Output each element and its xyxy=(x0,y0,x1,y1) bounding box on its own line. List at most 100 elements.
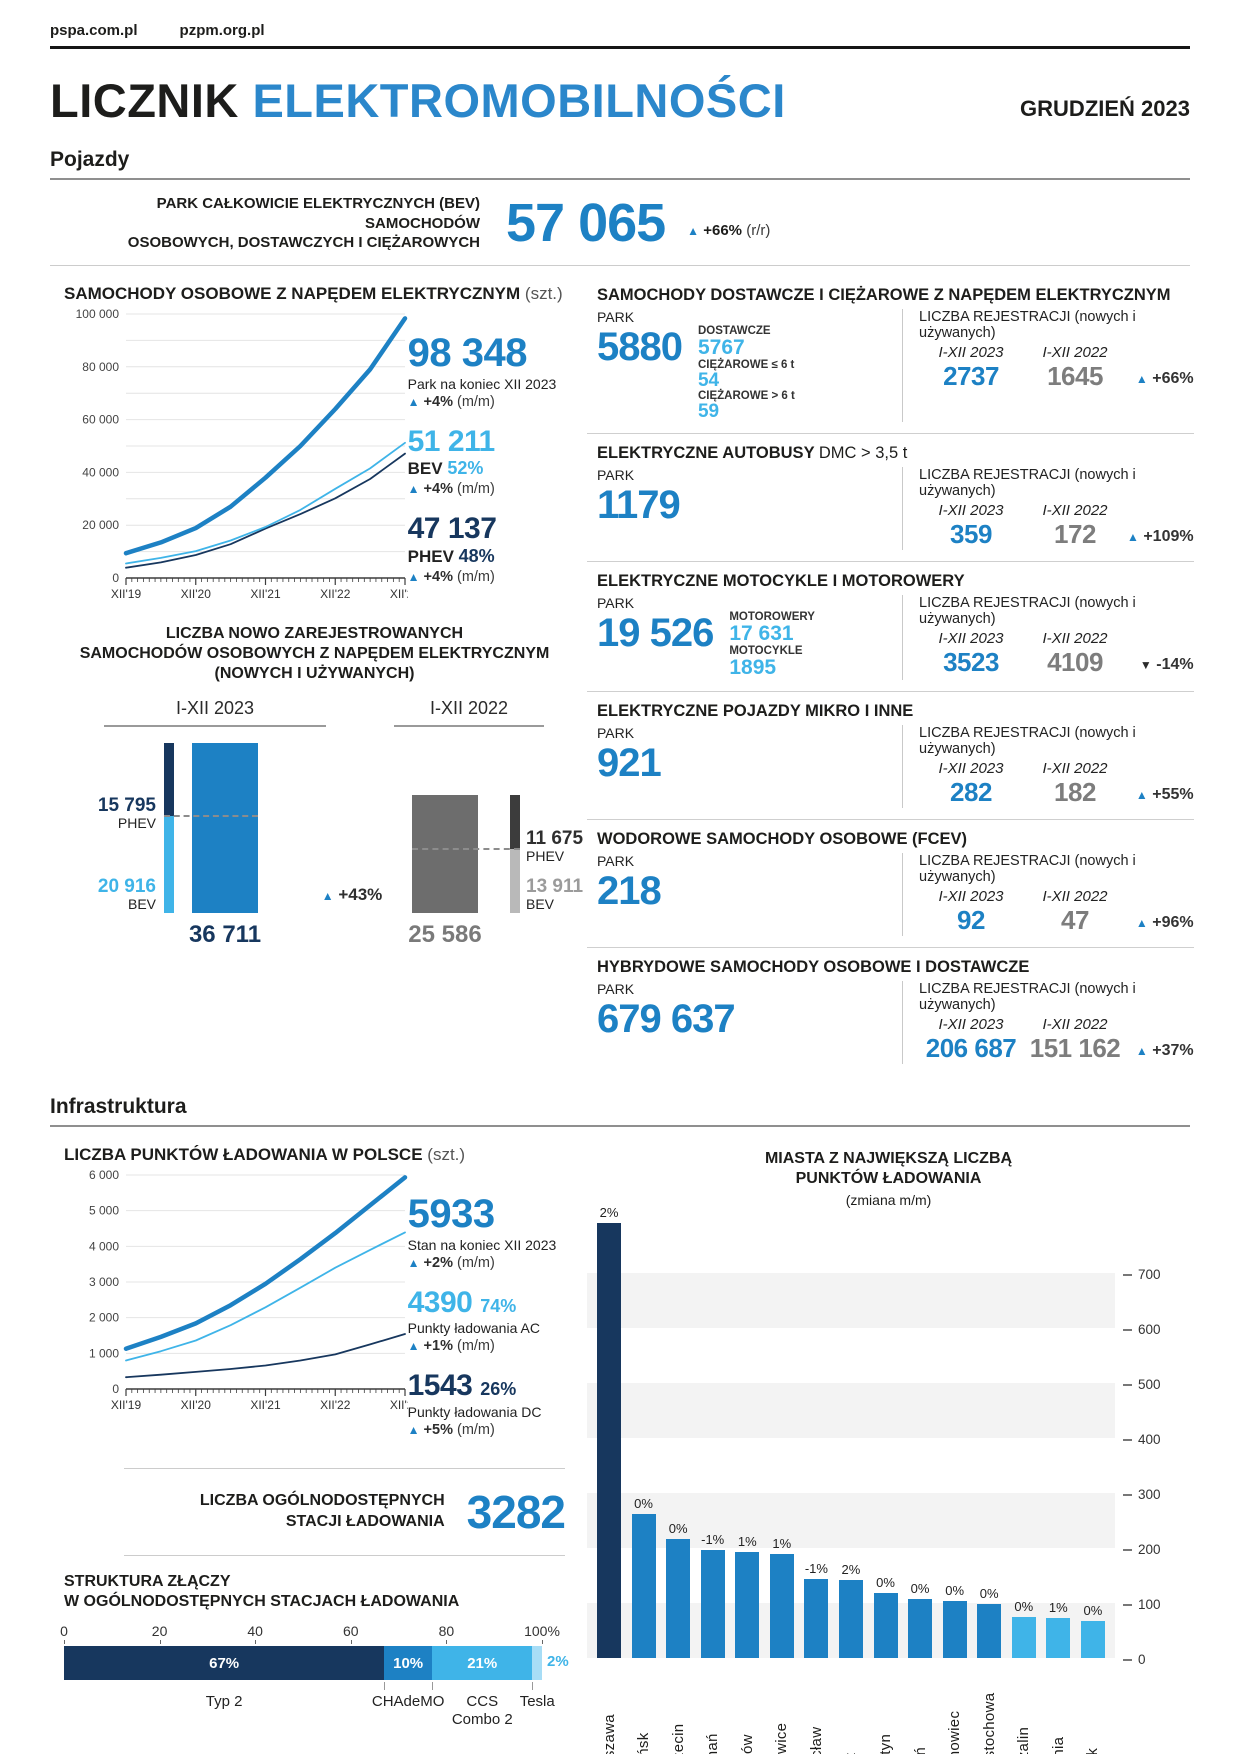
hero-delta: ▲ +66% (r/r) xyxy=(687,221,771,239)
registrations-chart-title: LICZBA NOWO ZAREJESTROWANYCH SAMOCHODÓW … xyxy=(79,624,550,682)
city-bar-label: 0% xyxy=(1083,1603,1103,1619)
city-bar-label: 1% xyxy=(772,1536,792,1552)
chart-stat: 4390 74% Punkty ładowania AC ▲ +1% (m/m) xyxy=(407,1285,540,1355)
header-links: pspa.com.pl pzpm.org.pl xyxy=(50,22,1190,39)
up-arrow-icon: ▲ xyxy=(407,394,420,409)
park-value: 679 637 xyxy=(597,996,736,1041)
svg-text:XII'21: XII'21 xyxy=(250,587,281,601)
link-pzpm[interactable]: pzpm.org.pl xyxy=(179,22,265,39)
city-bar-label: 0% xyxy=(1014,1599,1034,1615)
park-value: 5880 xyxy=(597,324,683,369)
header-rule xyxy=(50,46,1190,49)
park-value: 218 xyxy=(597,868,662,913)
svg-text:0: 0 xyxy=(112,571,119,585)
svg-text:3 000: 3 000 xyxy=(89,1275,119,1289)
stat-block: WODOROWE SAMOCHODY OSOBOWE (FCEV) PARK 2… xyxy=(587,818,1194,947)
up-arrow-icon: ▲ xyxy=(687,223,700,238)
connectors-stacked-bar: 0 20 40 60 80 100% 67% 10% 21% Typ 2 CHAdeMO CCS Com… xyxy=(60,1623,569,1729)
city-bar-label: 0% xyxy=(979,1586,999,1602)
city-bar xyxy=(838,1580,863,1659)
city-bar xyxy=(631,1514,656,1659)
connector-segment: 67% xyxy=(64,1646,385,1681)
up-arrow-icon: ▲ xyxy=(407,569,420,584)
chart-stat: 5933 Stan na koniec XII 2023 ▲ +2% (m/m) xyxy=(407,1191,557,1271)
chart-stat: 51 211 BEV 52% ▲ +4% (m/m) xyxy=(407,424,496,497)
svg-text:40 000: 40 000 xyxy=(82,465,119,479)
city-name: Sosnowiec xyxy=(946,1710,964,1754)
date-badge: GRUDZIEŃ 2023 xyxy=(1020,96,1190,121)
charging-chart-stats: 5933 Stan na koniec XII 2023 ▲ +2% (m/m) 43… xyxy=(408,1167,565,1454)
svg-text:XII'20: XII'20 xyxy=(181,1398,212,1412)
city-bar xyxy=(769,1554,794,1659)
city-bar xyxy=(700,1550,725,1659)
page-title: LICZNIK ELEKTROMOBILNOŚCI xyxy=(50,74,786,127)
svg-text:XII'22: XII'22 xyxy=(320,587,351,601)
city-bar-label: 2% xyxy=(841,1562,861,1578)
city-bar-label: 0% xyxy=(634,1496,653,1512)
passenger-chart-stats: 98 348 Park na koniec XII 2023 ▲ +4% (m/m)… xyxy=(408,306,565,608)
stat-block: ELEKTRYCZNE POJAZDY MIKRO I INNE PARK 92… xyxy=(587,690,1194,819)
link-pspa[interactable]: pspa.com.pl xyxy=(50,22,138,39)
city-bar xyxy=(1080,1621,1105,1659)
stat-block: ELEKTRYCZNE MOTOCYKLE I MOTOROWERY PARK … xyxy=(587,561,1194,690)
passenger-ev-line-chart: 0 20 000 40 000 60 000 80 000 100 000 XII'19 XI… xyxy=(76,307,408,601)
city-bar xyxy=(873,1593,898,1659)
city-bar-label: 0% xyxy=(910,1581,930,1597)
city-bar-label: 0% xyxy=(876,1575,895,1591)
svg-text:60 000: 60 000 xyxy=(82,412,119,426)
city-name: Olsztyn xyxy=(877,1664,894,1754)
city-bar-label: 1% xyxy=(1048,1600,1068,1616)
stations-stat: LICZBA OGÓLNODOSTĘPNYCH STACJI ŁADOWANIA… xyxy=(64,1469,566,1555)
city-bar xyxy=(1046,1618,1071,1659)
city-name: Płock xyxy=(1084,1664,1101,1754)
svg-text:XII'19: XII'19 xyxy=(111,1398,142,1412)
svg-text:5 000: 5 000 xyxy=(89,1203,119,1217)
city-name: Kraków xyxy=(739,1664,756,1754)
city-bar-label: -1% xyxy=(701,1532,725,1548)
up-arrow-icon: ▲ xyxy=(321,888,334,903)
connector-segment: 10% xyxy=(384,1646,433,1681)
park-value: 1179 xyxy=(597,483,681,528)
city-name: Wrocław xyxy=(808,1664,825,1754)
up-arrow-icon: ▲ xyxy=(1127,530,1139,545)
city-name: Poznań xyxy=(704,1664,721,1754)
city-name: Koszalin xyxy=(1015,1664,1032,1754)
stat-block-title: HYBRYDOWE SAMOCHODY OSOBOWE I DOSTAWCZE xyxy=(597,957,1030,976)
svg-text:XII'19: XII'19 xyxy=(111,587,142,601)
svg-text:4 000: 4 000 xyxy=(89,1239,119,1253)
city-bar-label: 0% xyxy=(668,1521,688,1537)
up-arrow-icon: ▲ xyxy=(1135,1043,1148,1058)
svg-text:XII'21: XII'21 xyxy=(250,1398,281,1412)
park-value: 19 526 xyxy=(597,611,714,656)
stat-block-title: ELEKTRYCZNE AUTOBUSY DMC > 3,5 t xyxy=(597,444,908,463)
stat-block: HYBRYDOWE SAMOCHODY OSOBOWE I DOSTAWCZE … xyxy=(587,946,1194,1075)
stat-block-title: ELEKTRYCZNE POJAZDY MIKRO I INNE xyxy=(597,701,914,720)
svg-text:2 000: 2 000 xyxy=(89,1310,119,1324)
city-name: Toruń xyxy=(912,1664,929,1754)
park-value: 921 xyxy=(597,740,662,785)
registrations-bar-chart: I-XII 2023 I-XII 2022 15 795 PHEV 20 916 BEV 1… xyxy=(97,697,584,948)
stat-block-title: WODOROWE SAMOCHODY OSOBOWE (FCEV) xyxy=(597,829,968,848)
connectors-title: STRUKTURA ZŁĄCZY W OGÓLNODOSTĘPNYCH STAC… xyxy=(64,1572,460,1611)
city-bar-label: 2% xyxy=(599,1205,619,1221)
stations-value: 3282 xyxy=(466,1485,566,1538)
city-name: Szczecin xyxy=(670,1664,687,1754)
chart-stat: 1543 26% Punkty ładowania DC ▲ +5% (m/m) xyxy=(407,1369,542,1438)
city-name: Warszawa xyxy=(600,1714,618,1754)
svg-text:XII'22: XII'22 xyxy=(320,1398,351,1412)
section-infrastructure: Infrastruktura xyxy=(50,1094,187,1118)
stat-block-title: SAMOCHODY DOSTAWCZE I CIĘŻAROWE Z NAPĘDE… xyxy=(597,285,1171,304)
city-bar xyxy=(597,1223,621,1659)
chart-stat: 98 348 Park na koniec XII 2023 ▲ +4% (m/m) xyxy=(407,330,557,410)
connector-segment: 21% xyxy=(432,1646,533,1681)
hero-label: PARK CAŁKOWICIE ELEKTRYCZNYCH (BEV) SAMO… xyxy=(127,195,480,251)
city-bar-label: 1% xyxy=(737,1534,757,1550)
charging-points-line-chart: 0 1 000 2 000 3 000 4 000 5 000 6 000 XII'19 XII… xyxy=(89,1168,408,1412)
city-name: Łódź xyxy=(842,1664,859,1754)
svg-text:0: 0 xyxy=(112,1382,119,1396)
svg-text:XII'23: XII'23 xyxy=(390,587,408,601)
stat-block: SAMOCHODY DOSTAWCZE I CIĘŻAROWE Z NAPĘDE… xyxy=(597,285,1194,423)
stations-label: LICZBA OGÓLNODOSTĘPNYCH STACJI ŁADOWANIA xyxy=(199,1491,445,1530)
svg-text:6 000: 6 000 xyxy=(89,1168,119,1182)
